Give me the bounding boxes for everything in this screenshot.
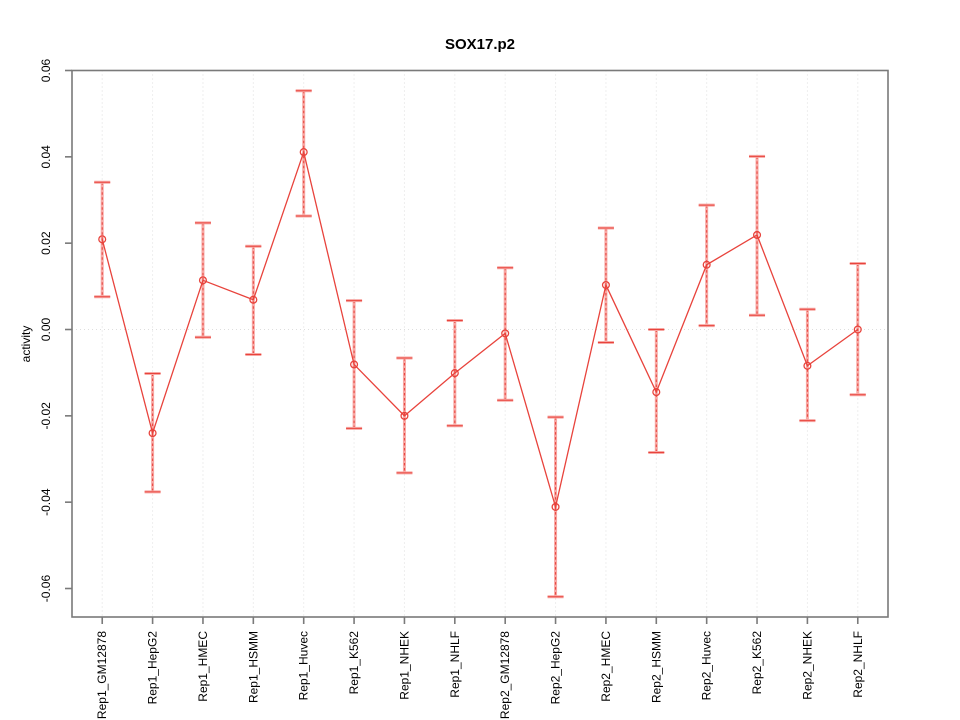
- data-point-marker: [249, 295, 258, 304]
- plot-border: [71, 69, 889, 618]
- data-point-marker: [803, 361, 812, 370]
- x-tick-label: Rep2_HMEC: [599, 631, 613, 702]
- data-point-marker: [752, 230, 762, 240]
- y-axis-label: activity: [19, 325, 33, 363]
- y-tick-label: 0.02: [39, 231, 53, 255]
- x-tick-label: Rep1_HepG2: [146, 631, 160, 705]
- x-tick-label: Rep2_HepG2: [549, 631, 563, 705]
- y-tick-label: -0.02: [39, 402, 53, 430]
- x-tick-label: Rep1_HSMM: [246, 631, 260, 703]
- x-tick-label: Rep1_HMEC: [196, 631, 210, 702]
- x-tick-label: Rep2_Huvec: [700, 631, 714, 700]
- data-point-marker: [601, 280, 610, 290]
- x-tick-label: Rep2_NHLF: [851, 631, 865, 698]
- y-tick-label: 0.04: [39, 145, 53, 169]
- x-tick-label: Rep2_GM12878: [498, 631, 512, 719]
- y-tick-label: 0.00: [39, 318, 53, 342]
- x-tick-label: Rep1_NHLF: [448, 631, 462, 698]
- data-point-marker: [198, 276, 208, 285]
- data-point-marker: [501, 329, 510, 338]
- x-tick-label: Rep1_GM12878: [95, 631, 109, 719]
- y-tick-label: -0.06: [39, 575, 53, 603]
- data-point-marker: [98, 235, 107, 244]
- x-tick-label: Rep1_Huvec: [297, 631, 311, 700]
- data-point-marker: [853, 325, 862, 334]
- x-tick-label: Rep1_NHEK: [397, 631, 411, 700]
- data-point-marker: [400, 411, 409, 420]
- data-point-marker: [652, 388, 661, 397]
- data-point-marker: [551, 502, 560, 511]
- y-tick-label: 0.06: [39, 58, 53, 82]
- y-tick-label: -0.04: [39, 488, 53, 516]
- data-point-marker: [702, 260, 711, 269]
- x-tick-label: Rep1_K562: [347, 631, 361, 695]
- x-tick-label: Rep2_HSMM: [649, 631, 663, 703]
- chart-title: SOX17.p2: [444, 36, 516, 53]
- x-tick-label: Rep2_NHEK: [800, 631, 814, 700]
- data-point-marker: [299, 148, 308, 157]
- x-tick-label: Rep2_K562: [750, 631, 764, 695]
- series-line: [101, 149, 859, 510]
- data-point-marker: [148, 429, 157, 438]
- data-point-marker: [350, 360, 359, 369]
- data-point-marker: [450, 369, 459, 378]
